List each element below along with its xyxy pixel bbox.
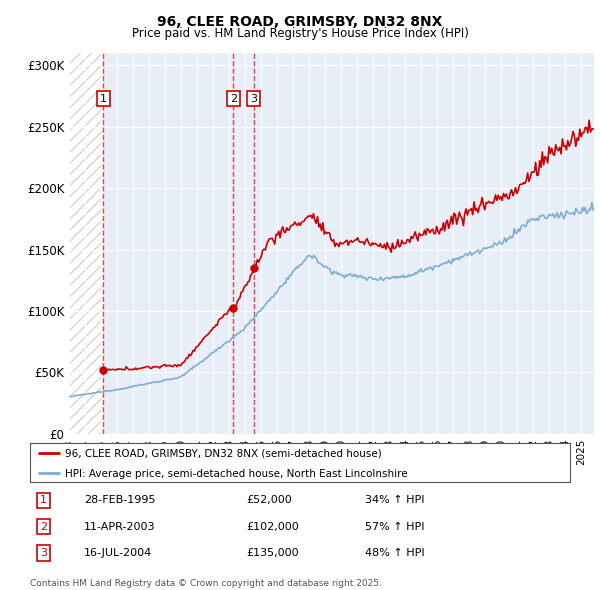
Text: 1: 1	[40, 495, 47, 505]
Text: Contains HM Land Registry data © Crown copyright and database right 2025.
This d: Contains HM Land Registry data © Crown c…	[30, 579, 382, 590]
Bar	[69, 53, 103, 434]
Text: Price paid vs. HM Land Registry's House Price Index (HPI): Price paid vs. HM Land Registry's House …	[131, 27, 469, 40]
Text: HPI: Average price, semi-detached house, North East Lincolnshire: HPI: Average price, semi-detached house,…	[65, 468, 408, 478]
Text: 28-FEB-1995: 28-FEB-1995	[84, 495, 155, 505]
Text: 2: 2	[230, 94, 237, 103]
Text: 11-APR-2003: 11-APR-2003	[84, 522, 155, 532]
Text: 96, CLEE ROAD, GRIMSBY, DN32 8NX (semi-detached house): 96, CLEE ROAD, GRIMSBY, DN32 8NX (semi-d…	[65, 448, 382, 458]
Text: £102,000: £102,000	[246, 522, 299, 532]
Bar	[69, 53, 103, 434]
Text: 57% ↑ HPI: 57% ↑ HPI	[365, 522, 424, 532]
Text: 2: 2	[40, 522, 47, 532]
Text: 96, CLEE ROAD, GRIMSBY, DN32 8NX: 96, CLEE ROAD, GRIMSBY, DN32 8NX	[157, 15, 443, 29]
Text: 48% ↑ HPI: 48% ↑ HPI	[365, 548, 424, 558]
Text: 1: 1	[100, 94, 107, 103]
Text: 16-JUL-2004: 16-JUL-2004	[84, 548, 152, 558]
Text: £135,000: £135,000	[246, 548, 299, 558]
Text: 34% ↑ HPI: 34% ↑ HPI	[365, 495, 424, 505]
Text: 3: 3	[250, 94, 257, 103]
Text: £52,000: £52,000	[246, 495, 292, 505]
Text: 3: 3	[40, 548, 47, 558]
